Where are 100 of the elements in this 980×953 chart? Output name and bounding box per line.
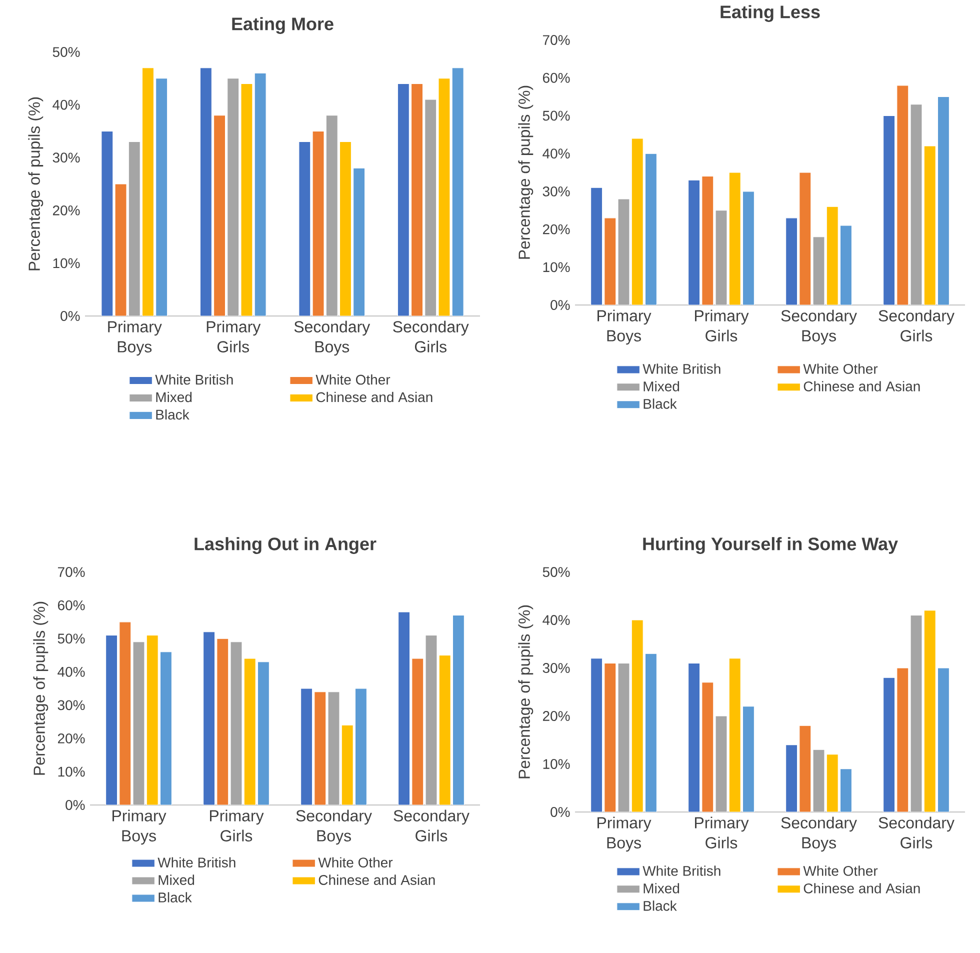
legend-label: Chinese and Asian	[804, 381, 920, 392]
x-tick-label: Primary Boys	[112, 810, 166, 845]
y-tick-label: 30%	[542, 663, 570, 673]
legend-label: Chinese and Asian	[804, 883, 920, 894]
x-tick-label: Secondary Boys	[781, 816, 857, 852]
legend-label: Mixed	[644, 381, 680, 392]
x-tick-label: Secondary Girls	[394, 810, 470, 842]
bar	[106, 634, 118, 805]
bar	[728, 658, 741, 812]
legend-label: White British	[642, 866, 720, 876]
bar	[114, 184, 127, 316]
bar	[742, 706, 754, 812]
y-tick-label: 40%	[542, 615, 570, 625]
y-tick-label: 50%	[542, 110, 570, 121]
legend-label: Mixed	[158, 874, 194, 885]
y-tick-label: 20%	[58, 733, 85, 744]
bar	[826, 754, 838, 812]
y-tick-label: 20%	[542, 711, 570, 721]
bar	[398, 612, 410, 805]
bar	[312, 130, 324, 316]
y-tick-label: 50%	[58, 634, 85, 644]
y-tick-label: 10%	[58, 766, 85, 777]
bar	[227, 78, 240, 316]
bar	[300, 688, 313, 805]
bar	[618, 198, 630, 305]
y-tick-label: 70%	[58, 567, 85, 577]
chart-title: Hurting Yourself in Some Way	[643, 537, 898, 554]
bar	[631, 620, 644, 812]
y-tick-label: 20%	[542, 224, 570, 234]
bar	[424, 99, 437, 316]
bar	[326, 115, 338, 316]
x-tick-label: Primary Girls	[695, 816, 749, 848]
y-axis-title: Percentage of pupils (%)	[28, 97, 44, 270]
x-tick-label: Primary Girls	[695, 310, 749, 342]
y-axis-title: Percentage of pupils (%)	[518, 605, 534, 778]
x-tick-label: Primary Boys	[108, 320, 162, 356]
y-tick-label: 40%	[58, 666, 85, 677]
y-tick-label: 20%	[52, 205, 80, 216]
y-tick-label: 10%	[53, 258, 80, 268]
bar	[618, 662, 630, 812]
y-tick-label: 30%	[58, 700, 85, 710]
legend-label: Mixed	[156, 392, 192, 402]
legend-label: Chinese and Asian	[316, 392, 432, 402]
y-axis-title: Percentage of pupils (%)	[518, 86, 534, 259]
legend-label: White Other	[316, 374, 390, 385]
x-tick-label: Secondary Boys	[781, 310, 857, 345]
legend-label: White Other	[803, 866, 878, 876]
bar	[644, 153, 657, 305]
legend-label: White Other	[803, 364, 878, 374]
bar	[812, 749, 825, 812]
y-tick-label: 0%	[550, 807, 570, 817]
y-tick-label: 10%	[543, 262, 570, 272]
legend-label: Mixed	[644, 883, 680, 894]
bar	[452, 615, 464, 805]
legend-label: White British	[155, 374, 233, 385]
y-tick-label: 10%	[543, 759, 570, 769]
bar	[411, 83, 424, 316]
bar	[742, 191, 754, 305]
x-tick-label: Primary Boys	[598, 310, 652, 345]
bar	[128, 141, 140, 316]
bar	[160, 652, 172, 805]
bar	[840, 768, 852, 812]
chart-title: Eating Less	[720, 5, 820, 22]
y-tick-label: 70%	[542, 35, 570, 45]
bar	[203, 632, 216, 805]
y-tick-label: 0%	[66, 800, 85, 810]
bar	[937, 96, 950, 305]
chart-title: Eating More	[232, 17, 334, 34]
bar	[715, 716, 728, 812]
legend-label: White British	[642, 364, 720, 374]
y-tick-label: 40%	[542, 148, 570, 159]
legend-label: Black	[644, 398, 677, 409]
bar	[924, 610, 936, 812]
y-tick-label: 0%	[550, 300, 570, 310]
bar	[214, 115, 226, 316]
y-tick-label: 50%	[52, 47, 80, 57]
x-tick-label: Primary Girls	[210, 810, 264, 842]
bar	[715, 210, 728, 305]
y-tick-label: 60%	[542, 72, 570, 83]
bar	[354, 688, 367, 805]
bar	[910, 104, 922, 305]
legend-label: White Other	[318, 857, 393, 868]
bar	[937, 668, 950, 812]
legend-label: Black	[156, 409, 190, 420]
y-axis-title: Percentage of pupils (%)	[33, 602, 48, 775]
x-tick-label: Primary Girls	[206, 320, 261, 352]
bar	[257, 662, 270, 805]
legend-label: Chinese and Asian	[318, 874, 435, 885]
bar	[910, 614, 922, 812]
legend-label: White British	[158, 857, 236, 868]
x-tick-label: Secondary Girls	[393, 320, 469, 352]
chart-title: Lashing Out in Anger	[194, 537, 376, 554]
legend-label: Black	[158, 892, 192, 902]
bar	[840, 225, 852, 305]
legend-label: Black	[644, 900, 677, 911]
y-tick-label: 40%	[52, 100, 80, 110]
x-tick-label: Secondary Boys	[296, 810, 372, 845]
x-tick-label: Primary Boys	[598, 816, 652, 852]
y-tick-label: 50%	[542, 567, 570, 577]
y-tick-label: 60%	[58, 600, 85, 610]
